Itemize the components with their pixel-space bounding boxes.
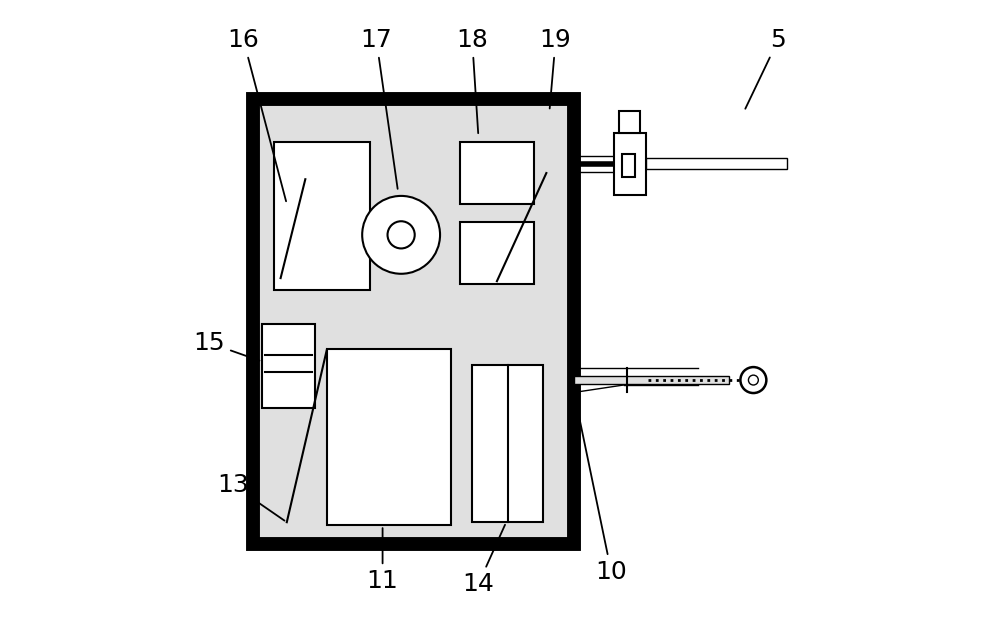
Bar <box>619 111 640 133</box>
Text: 13: 13 <box>217 473 285 520</box>
Bar <box>614 133 646 195</box>
Bar <box>472 365 543 522</box>
Bar <box>460 142 534 204</box>
Text: 10: 10 <box>578 410 627 583</box>
Text: 14: 14 <box>462 525 505 596</box>
Text: 16: 16 <box>228 28 286 201</box>
Text: 18: 18 <box>456 28 488 133</box>
Bar <box>327 349 451 525</box>
Text: 19: 19 <box>540 28 571 109</box>
Bar <box>574 376 729 384</box>
Bar <box>274 142 370 290</box>
Text: 17: 17 <box>361 28 398 189</box>
Text: 15: 15 <box>194 331 259 361</box>
Bar <box>253 99 574 544</box>
Circle shape <box>740 367 766 393</box>
Text: 5: 5 <box>745 28 786 109</box>
Circle shape <box>748 375 758 385</box>
Bar <box>646 158 787 169</box>
Bar <box>262 324 315 408</box>
Text: 11: 11 <box>367 528 398 593</box>
Circle shape <box>388 221 415 248</box>
Circle shape <box>362 196 440 274</box>
Bar <box>622 154 635 177</box>
Bar <box>460 222 534 284</box>
